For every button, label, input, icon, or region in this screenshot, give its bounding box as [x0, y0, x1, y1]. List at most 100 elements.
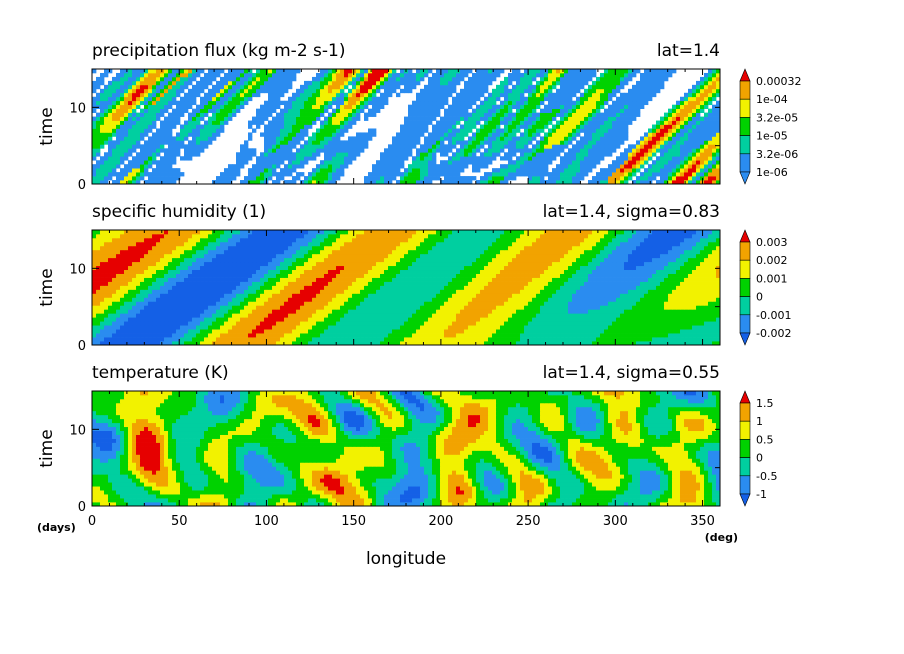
heatmap-cell — [308, 321, 313, 326]
heatmap-cell — [452, 140, 457, 145]
heatmap-cell — [576, 337, 581, 342]
heatmap-cell — [552, 116, 557, 121]
heatmap-cell — [468, 321, 473, 326]
heatmap-cell — [496, 136, 501, 141]
heatmap-cell — [324, 128, 329, 133]
heatmap-cell — [552, 128, 557, 133]
heatmap-cell — [580, 156, 585, 161]
heatmap-cell — [384, 92, 389, 98]
heatmap-cell — [616, 112, 621, 117]
heatmap-cell — [680, 160, 685, 165]
panel-annotation: lat=1.4, sigma=0.83 — [543, 202, 720, 222]
heatmap-cell — [716, 124, 721, 129]
heatmap-cell — [264, 128, 269, 133]
heatmap-cell — [388, 84, 393, 90]
heatmap-cell — [500, 140, 505, 145]
heatmap-cell — [544, 325, 549, 330]
heatmap-cell — [292, 104, 297, 110]
heatmap-cell — [232, 88, 237, 94]
heatmap-cell — [656, 132, 661, 137]
heatmap-cell — [332, 124, 337, 129]
heatmap-cell — [248, 313, 253, 318]
heatmap-cell — [656, 160, 661, 165]
heatmap-cell — [564, 72, 569, 78]
heatmap-cell — [140, 172, 145, 177]
heatmap-cell — [596, 108, 601, 113]
heatmap-cell — [428, 76, 433, 82]
heatmap-cell — [100, 156, 105, 161]
heatmap-cell — [176, 325, 181, 330]
heatmap-cell — [588, 92, 593, 98]
heatmap-cell — [536, 104, 541, 110]
heatmap-cell — [116, 317, 121, 322]
heatmap-cell — [456, 337, 461, 342]
heatmap-cell — [152, 140, 157, 145]
heatmap-cell — [364, 325, 369, 330]
heatmap-cell — [420, 180, 425, 185]
heatmap-cell — [328, 329, 333, 334]
heatmap-cell — [460, 337, 465, 342]
heatmap-cell — [308, 156, 313, 161]
heatmap-cell — [268, 321, 273, 326]
heatmap-cell — [692, 88, 697, 94]
heatmap-cell — [504, 156, 509, 161]
heatmap-cell — [600, 136, 605, 141]
heatmap-cell — [680, 100, 685, 106]
heatmap-cell — [144, 76, 149, 82]
heatmap-cell — [104, 140, 109, 145]
heatmap-cell — [500, 108, 505, 113]
heatmap-cell — [640, 96, 645, 102]
heatmap-cell — [432, 144, 437, 149]
heatmap-cell — [388, 329, 393, 334]
heatmap-cell — [628, 152, 633, 157]
heatmap-cell — [312, 116, 317, 121]
heatmap-cell — [508, 140, 513, 145]
heatmap-cell — [300, 108, 305, 113]
heatmap-cell — [516, 321, 521, 326]
heatmap-cell — [100, 164, 105, 169]
heatmap-cell — [440, 152, 445, 157]
heatmap-cell — [316, 96, 321, 102]
heatmap-cell — [440, 96, 445, 102]
heatmap-cell — [368, 132, 373, 137]
heatmap-cell — [164, 168, 169, 173]
heatmap-cell — [536, 132, 541, 137]
heatmap-cell — [420, 337, 425, 342]
heatmap-cell — [696, 132, 701, 137]
heatmap-cell — [536, 140, 541, 145]
heatmap-cell — [528, 164, 533, 169]
heatmap-cell — [276, 148, 281, 153]
heatmap-cell — [92, 172, 97, 177]
heatmap-cell — [568, 152, 573, 157]
heatmap-cell — [300, 325, 305, 330]
heatmap-cell — [340, 128, 345, 133]
heatmap-cell — [220, 120, 225, 125]
heatmap-cell — [116, 116, 121, 121]
heatmap-cell — [512, 76, 517, 82]
heatmap-cell — [552, 180, 557, 185]
heatmap-cell — [104, 160, 109, 165]
heatmap-cell — [296, 337, 301, 342]
heatmap-cell — [588, 124, 593, 129]
heatmap-cell — [704, 176, 709, 181]
heatmap-cell — [172, 333, 177, 338]
heatmap-cell — [524, 124, 529, 129]
heatmap-cell — [704, 96, 709, 102]
heatmap-cell — [716, 116, 721, 121]
heatmap-cell — [112, 341, 117, 346]
heatmap-cell — [504, 176, 509, 181]
heatmap-cell — [336, 80, 341, 86]
heatmap-cell — [692, 325, 697, 330]
heatmap-cell — [536, 116, 541, 121]
heatmap-cell — [708, 132, 713, 137]
heatmap-cell — [96, 148, 101, 153]
heatmap-cell — [160, 124, 165, 129]
heatmap-cell — [532, 136, 537, 141]
heatmap-cell — [172, 168, 177, 173]
heatmap-cell — [132, 156, 137, 161]
heatmap-cell — [396, 76, 401, 82]
heatmap-cell — [236, 152, 241, 157]
heatmap-cell — [336, 333, 341, 338]
heatmap-cell — [456, 112, 461, 117]
heatmap-cell — [672, 116, 677, 121]
